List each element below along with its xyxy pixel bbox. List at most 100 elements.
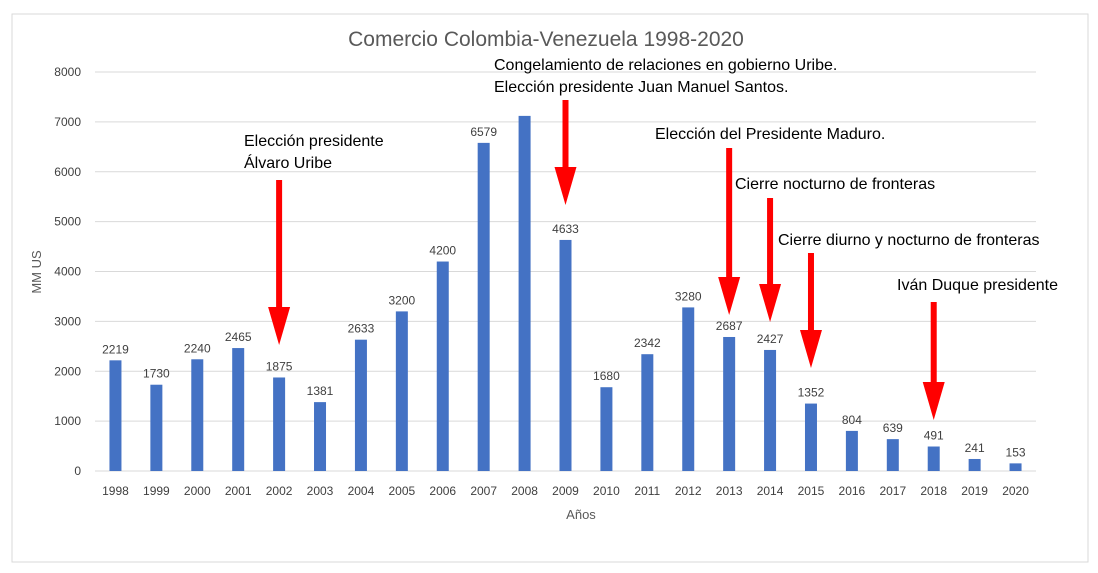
bar	[150, 384, 163, 471]
x-tick-label: 2014	[757, 484, 784, 498]
bar-data-label: 2219	[102, 342, 129, 356]
bar-data-label: 4633	[552, 222, 579, 236]
bar-data-label: 804	[842, 413, 862, 427]
annotation-arrow-head	[554, 167, 577, 205]
bar-data-label: 1875	[266, 359, 293, 373]
bar	[845, 430, 858, 471]
x-tick-label: 2000	[184, 484, 211, 498]
annotation-arrow-shaft	[767, 198, 774, 285]
bar	[1009, 463, 1022, 471]
x-tick-label: 2006	[429, 484, 456, 498]
x-tick-label: 2002	[266, 484, 293, 498]
y-tick-label: 6000	[54, 165, 81, 179]
bar-data-label: 241	[965, 441, 985, 455]
bar-data-label: 4200	[429, 244, 456, 258]
x-axis-ticks: 1998 1999 2000 2001 2002 2003 2004 2005 2006 2007…	[102, 484, 1029, 498]
y-tick-label: 0	[74, 464, 81, 478]
bar-data-label: 2465	[225, 330, 252, 344]
y-tick-label: 1000	[54, 414, 81, 428]
annotation-text: Elección presidente Juan Manuel Santos.	[494, 79, 788, 96]
x-tick-label: 2020	[1002, 484, 1029, 498]
bar-data-label: 2633	[348, 322, 375, 336]
y-tick-label: 3000	[54, 314, 81, 328]
bar	[600, 387, 613, 471]
annotation-text: Elección del Presidente Maduro.	[655, 126, 885, 143]
annotation-arrow-head	[922, 382, 945, 420]
bar-data-label: 2687	[716, 319, 743, 333]
bar	[314, 402, 327, 471]
annotation-arrow-shaft	[276, 180, 283, 308]
bar	[968, 458, 981, 471]
bar	[927, 446, 940, 471]
x-tick-label: 2013	[716, 484, 743, 498]
bar	[682, 307, 695, 471]
x-tick-label: 2016	[839, 484, 866, 498]
bar	[723, 336, 736, 471]
x-tick-label: 1998	[102, 484, 129, 498]
annotations: Elección presidente Álvaro Uribe Congelami…	[244, 57, 1058, 294]
x-tick-label: 2005	[388, 484, 415, 498]
bar-data-label: 1730	[143, 367, 170, 381]
x-tick-label: 2008	[511, 484, 538, 498]
annotation-text: Cierre nocturno de fronteras	[735, 176, 935, 193]
annotation-text: Cierre diurno y nocturno de fronteras	[778, 232, 1039, 249]
bar	[477, 142, 490, 471]
x-tick-label: 2007	[470, 484, 497, 498]
bar	[232, 348, 245, 471]
annotation-arrow-shaft	[562, 100, 569, 168]
bar-data-label: 1352	[798, 386, 825, 400]
annotation-arrow-head	[718, 277, 741, 315]
annotation-arrow-head	[759, 284, 782, 322]
annotation-arrow-shaft	[807, 253, 814, 331]
bar	[886, 439, 899, 471]
annotation-arrow-shaft	[930, 302, 937, 383]
bar-data-label: 3280	[675, 289, 702, 303]
bar-data-label: 2427	[757, 332, 784, 346]
x-tick-label: 2012	[675, 484, 702, 498]
bar	[395, 311, 408, 471]
bar-data-label: 1381	[307, 384, 334, 398]
y-tick-label: 4000	[54, 265, 81, 279]
bar	[109, 360, 122, 471]
annotation-arrow-head	[799, 330, 822, 368]
bar	[191, 359, 204, 471]
x-tick-label: 2017	[879, 484, 906, 498]
bar-data-label: 153	[1006, 445, 1026, 459]
annotation-text: Congelamiento de relaciones en gobierno …	[494, 57, 837, 74]
bar-data-label: 1680	[593, 369, 620, 383]
bar-data-label: 3200	[388, 293, 415, 307]
annotation-text: Iván Duque presidente	[897, 277, 1058, 294]
gridlines	[95, 71, 1036, 472]
x-tick-label: 2009	[552, 484, 579, 498]
bar-data-label: 639	[883, 421, 903, 435]
bar	[764, 349, 777, 471]
bar	[559, 239, 572, 471]
bars	[109, 115, 1022, 471]
x-tick-label: 2003	[307, 484, 334, 498]
bar-data-label: 491	[924, 429, 944, 443]
bar	[436, 261, 449, 471]
y-tick-label: 8000	[54, 65, 81, 79]
bar-labels: 2219 1730 2240 2465 1875 1381 2633 3200 4200 6579…	[102, 125, 1026, 459]
bar	[804, 403, 817, 471]
chart-title: Comercio Colombia-Venezuela 1998-2020	[348, 28, 744, 51]
x-tick-label: 2010	[593, 484, 620, 498]
bar	[354, 339, 367, 471]
x-tick-label: 2019	[961, 484, 988, 498]
bar	[518, 115, 531, 471]
y-axis-ticks: 0 1000 2000 3000 4000 5000 6000 7000 8000	[54, 65, 81, 478]
annotation-arrow-head	[268, 307, 291, 345]
bar	[641, 354, 654, 471]
x-tick-label: 2001	[225, 484, 252, 498]
x-tick-label: 2004	[348, 484, 375, 498]
annotation-text: Elección presidente	[244, 133, 384, 150]
x-tick-label: 2011	[634, 484, 660, 498]
x-tick-label: 1999	[143, 484, 170, 498]
y-tick-label: 2000	[54, 364, 81, 378]
y-tick-label: 7000	[54, 115, 81, 129]
x-tick-label: 2018	[920, 484, 947, 498]
annotation-arrows	[268, 100, 945, 420]
x-tick-label: 2015	[798, 484, 825, 498]
annotation-text: Álvaro Uribe	[244, 153, 332, 172]
